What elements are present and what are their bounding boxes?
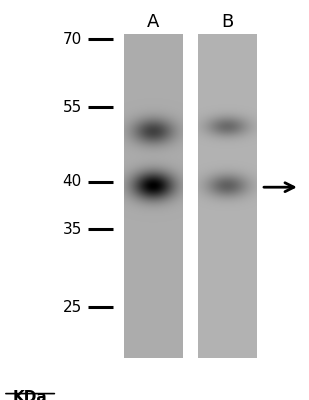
Text: 35: 35 xyxy=(62,222,82,237)
Text: 70: 70 xyxy=(63,32,82,47)
Text: 55: 55 xyxy=(63,100,82,115)
Text: 25: 25 xyxy=(63,300,82,315)
Text: B: B xyxy=(221,13,233,31)
Text: A: A xyxy=(147,13,159,31)
Text: 40: 40 xyxy=(63,174,82,190)
Text: KDa: KDa xyxy=(12,390,47,400)
